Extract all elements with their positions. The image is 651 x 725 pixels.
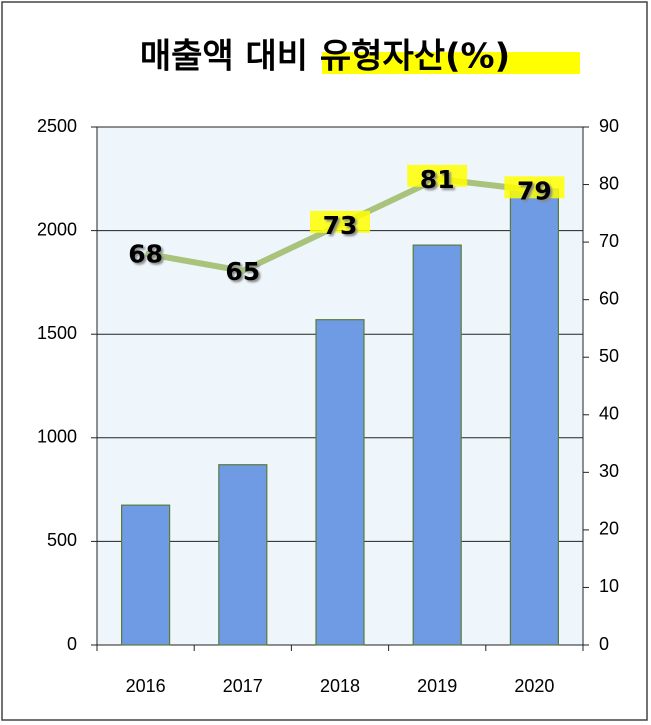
y-tick-label: 0: [67, 634, 77, 654]
bar: [218, 464, 268, 646]
y-tick-label: 1500: [37, 323, 77, 343]
y2-tick-label: 30: [599, 461, 619, 481]
y2-tick-label: 90: [599, 116, 619, 136]
value-label-highlight: [310, 210, 370, 233]
bar: [412, 244, 462, 646]
bar: [315, 319, 365, 646]
value-label-highlight: [407, 164, 468, 187]
x-tick-label: 2016: [126, 676, 166, 696]
value-label: 65: [225, 257, 260, 286]
y-tick-label: 500: [47, 530, 77, 550]
value-label: 73: [323, 211, 358, 240]
y2-tick-label: 50: [599, 346, 619, 366]
y2-tick-label: 0: [599, 634, 609, 654]
x-tick-label: 2019: [417, 676, 457, 696]
y2-tick-label: 20: [599, 519, 619, 539]
value-label: 79: [517, 176, 552, 205]
chart-title: 매출액 대비 유형자산(%): [140, 37, 510, 77]
title-highlight: [322, 52, 580, 74]
y2-tick-label: 70: [599, 231, 619, 251]
value-label: 81: [420, 165, 455, 194]
y2-tick-label: 10: [599, 576, 619, 596]
value-label: 68: [128, 240, 163, 269]
y-tick-label: 2500: [37, 116, 77, 136]
y2-tick-label: 80: [599, 173, 619, 193]
y2-tick-label: 40: [599, 404, 619, 424]
bar: [120, 504, 171, 646]
bar: [509, 188, 559, 646]
value-label-highlight: [504, 176, 565, 199]
x-tick-label: 2020: [514, 676, 554, 696]
x-tick-label: 2017: [223, 676, 263, 696]
y-tick-label: 1000: [37, 427, 77, 447]
y-tick-label: 2000: [37, 219, 77, 239]
x-tick-label: 2018: [320, 676, 360, 696]
y2-tick-label: 60: [599, 288, 619, 308]
